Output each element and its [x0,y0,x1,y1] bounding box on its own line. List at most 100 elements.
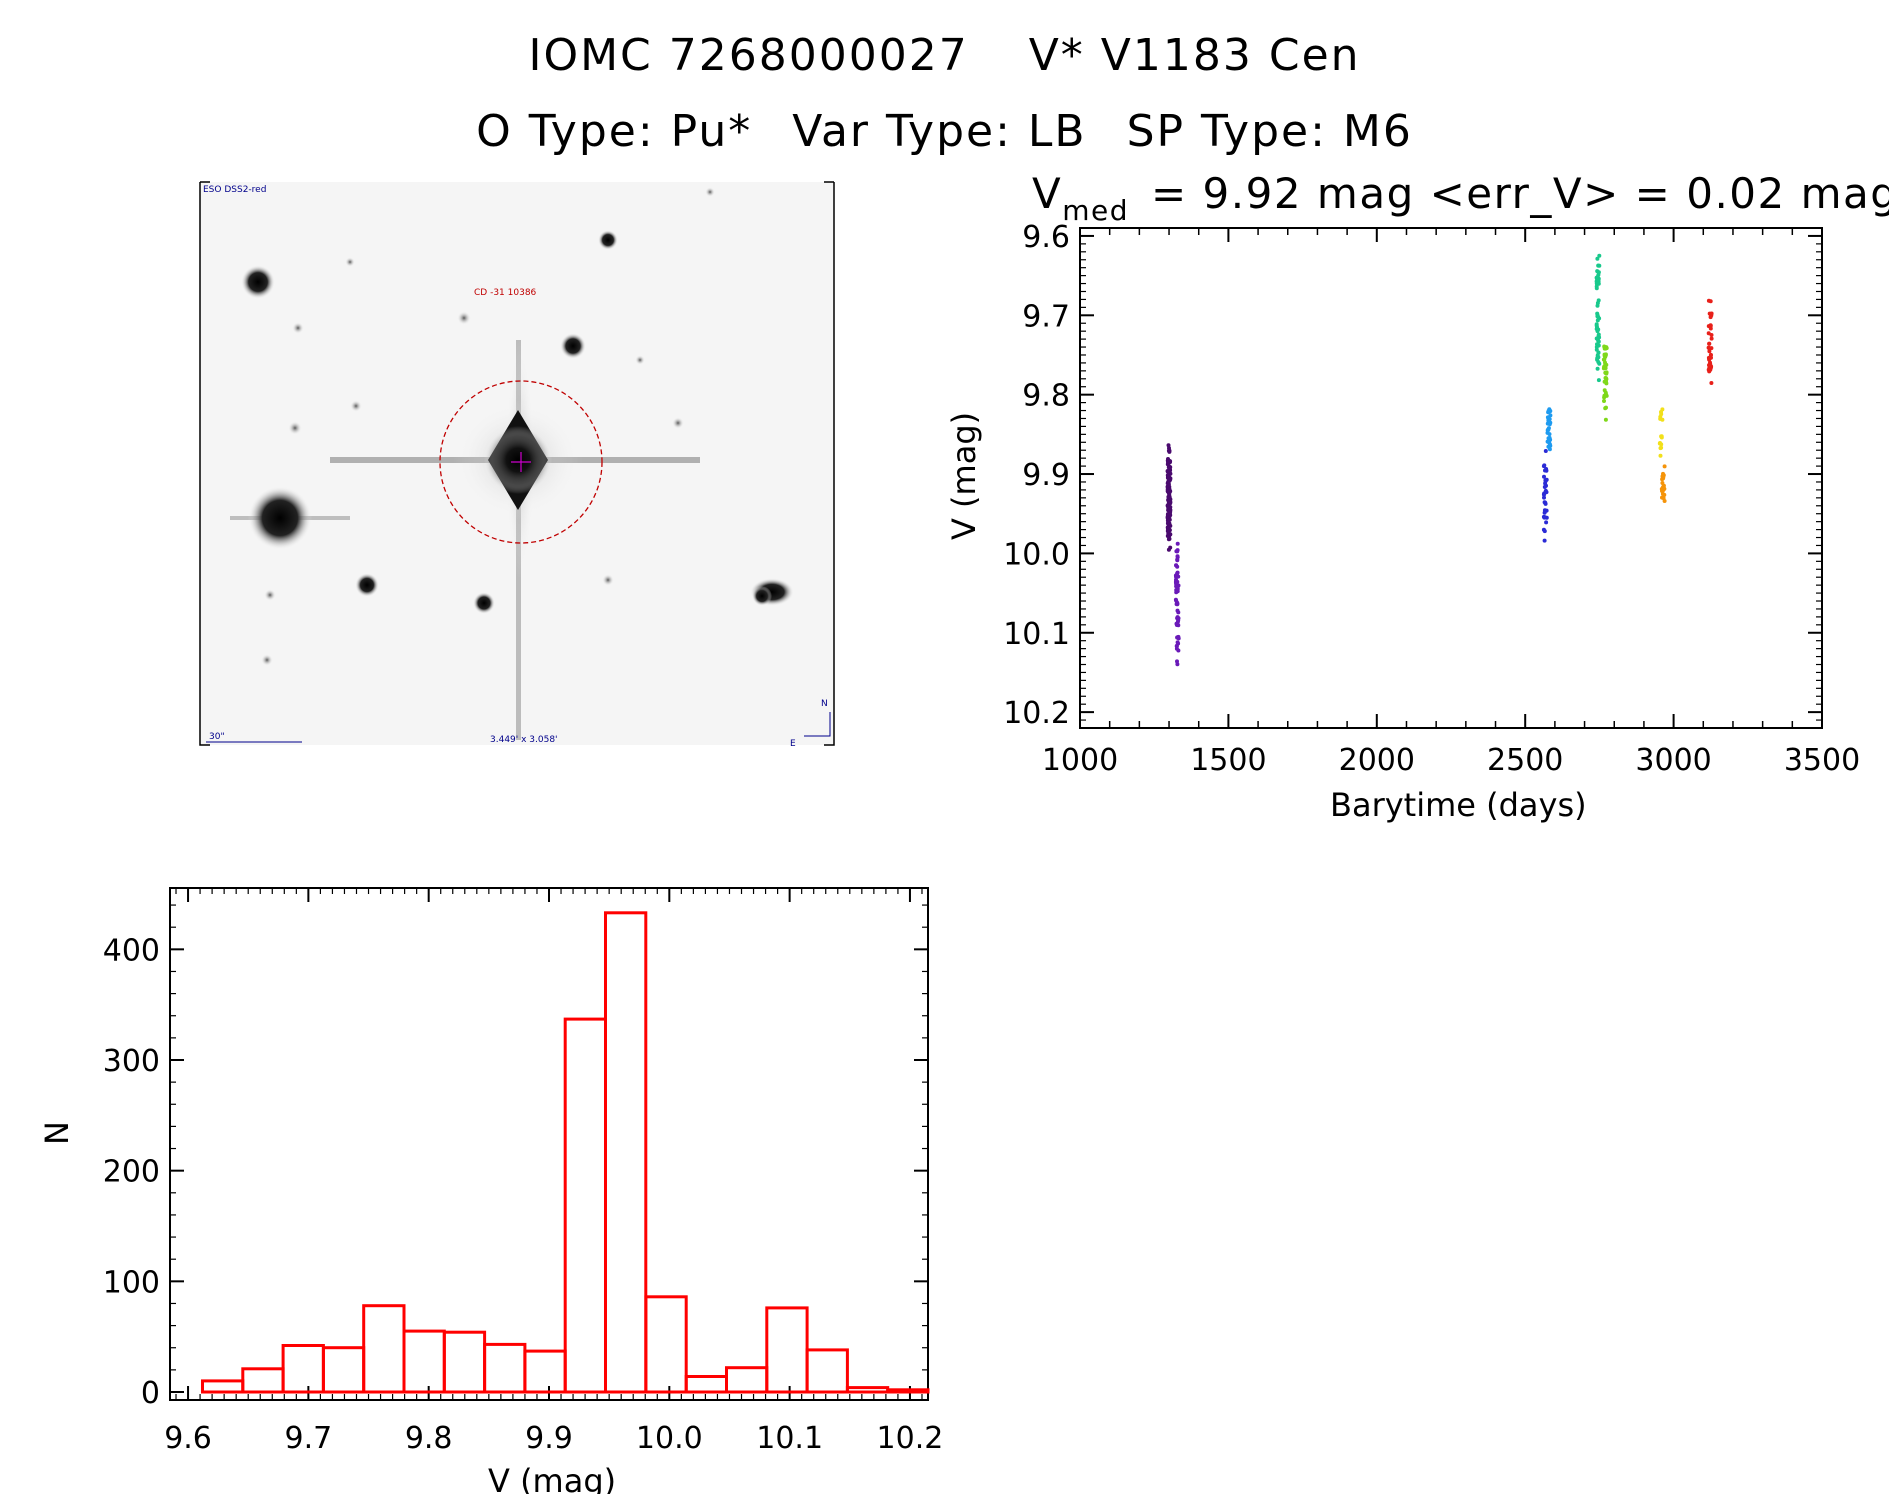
star [598,230,618,250]
data-point [1709,333,1714,337]
data-point [1165,473,1170,478]
data-point [1542,492,1547,497]
data-point [1603,417,1608,422]
variable-type: Var Type: LB [792,106,1087,157]
data-point [1176,610,1181,615]
y-tick-label: 10.1 [1003,617,1070,652]
data-point [1174,644,1179,649]
histogram-ylabel: N [38,1121,76,1145]
lightcurve-frame [1079,227,1823,729]
lightcurve-ticks: 1000 1500 2000 2500 3000 3500 9.6 9.7 9.8 9.9 10.0… [1003,220,1860,778]
data-point [1603,360,1607,365]
y-tick-label: 9.6 [1022,220,1070,255]
faint-star [602,574,614,586]
x-tick-label: 10.1 [756,1421,823,1456]
x-tick-label: 9.7 [285,1421,333,1456]
data-point [1661,476,1666,481]
y-tick-label: 400 [103,933,160,968]
data-point [1594,286,1599,291]
faint-star [672,417,684,429]
data-point [1595,301,1600,305]
data-point [1166,483,1171,488]
x-tick-label: 3000 [1635,743,1711,778]
data-point [1175,541,1180,546]
data-point [1166,502,1171,507]
compass-east-label: E [790,739,796,749]
faint-star [261,654,273,666]
histogram-bar [362,1304,406,1394]
histogram-bar [765,1306,809,1394]
data-point [1602,388,1607,393]
x-tick-label: 2000 [1339,743,1415,778]
data-point [1175,662,1180,667]
x-tick-label: 9.8 [405,1421,453,1456]
data-point [1595,277,1600,282]
spectral-type: SP Type: M6 [1126,106,1413,157]
data-point [1603,379,1608,384]
y-tick-label: 300 [103,1044,160,1079]
data-point [1166,469,1171,474]
histogram-bar [805,1348,849,1394]
data-point [1544,520,1549,525]
data-point [1602,364,1607,369]
histogram-bar [644,1295,688,1394]
data-point [1660,491,1665,496]
bright-star [248,486,312,550]
lightcurve-ylabel: V (mag) [945,412,983,540]
data-point [1542,495,1546,500]
data-point [1174,581,1179,586]
lightcurve-points [1165,253,1714,667]
data-point [1175,640,1180,645]
star [752,586,772,606]
target-crosshair [511,452,531,472]
vmed-symbol: V [1032,169,1062,218]
data-point [1542,515,1547,520]
data-point [1175,635,1180,640]
data-point [1709,381,1714,385]
faint-star [264,589,276,601]
data-point [1659,442,1664,447]
histogram-bar [563,1017,608,1394]
data-point [1604,376,1609,381]
data-point [1168,508,1173,512]
object-label: CD -31 10386 [474,288,537,298]
x-tick-label: 2500 [1487,743,1563,778]
data-point [1546,418,1551,423]
data-point [1541,464,1546,469]
data-point [1658,453,1663,458]
data-point [1596,327,1601,332]
data-point [1165,512,1170,517]
data-point [1595,318,1600,323]
y-tick-label: 200 [103,1155,160,1190]
data-point [1659,434,1664,439]
x-tick-label: 9.9 [525,1421,573,1456]
data-point [1662,486,1667,491]
data-point [1596,332,1601,337]
y-tick-label: 9.7 [1022,299,1070,334]
data-point [1174,598,1179,603]
histogram-bar [523,1349,567,1394]
data-point [1603,353,1608,357]
data-point [1543,488,1548,493]
histogram-bars [201,911,930,1394]
data-point [1595,274,1600,279]
histogram-bar [241,1367,285,1394]
data-point [1547,447,1552,452]
y-tick-label: 10.2 [1003,696,1070,731]
star [473,592,495,614]
data-point [1167,489,1172,493]
data-point [1166,479,1171,484]
data-point [1596,360,1601,364]
data-point [1595,311,1600,316]
data-point [1596,378,1601,383]
data-point [1175,555,1180,560]
data-point [1708,323,1713,328]
histogram-bar [281,1344,325,1394]
data-point [1601,357,1606,362]
data-point [1709,312,1714,317]
histogram-frame [169,887,929,1401]
histogram-bar [684,1375,729,1394]
star [355,573,379,597]
data-point [1709,336,1714,341]
